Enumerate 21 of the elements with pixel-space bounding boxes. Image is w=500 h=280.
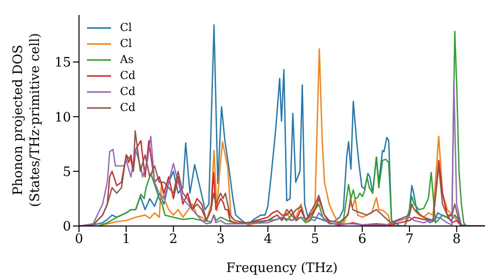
x-tick-label: 7: [405, 232, 414, 248]
legend-label: Cd: [120, 100, 136, 116]
x-tick-label: 5: [310, 232, 320, 248]
y-tick-label: 15: [54, 56, 71, 71]
legend-label: Cl: [120, 20, 132, 36]
x-tick-label: 0: [74, 232, 84, 248]
x-tick-label: 3: [216, 232, 225, 248]
y-tick-label: 0: [62, 220, 71, 235]
x-tick-label: 6: [358, 232, 366, 248]
y-axis-title: Phonon projected DOS (States/THz·primitive cell): [11, 32, 43, 208]
legend-label: Cd: [120, 84, 136, 100]
x-axis-title: Frequency (THz): [226, 261, 338, 276]
x-tick-label: 2: [169, 232, 178, 248]
x-tick-label: 4: [264, 232, 272, 248]
y-tick-label: 10: [54, 110, 71, 126]
legend-label: Cl: [120, 36, 132, 52]
legend-label: Cd: [120, 68, 136, 84]
y-tick-label: 5: [62, 164, 71, 180]
x-tick-label: 8: [452, 232, 461, 248]
legend-label: As: [120, 52, 134, 68]
x-tick-label: 1: [122, 232, 130, 248]
